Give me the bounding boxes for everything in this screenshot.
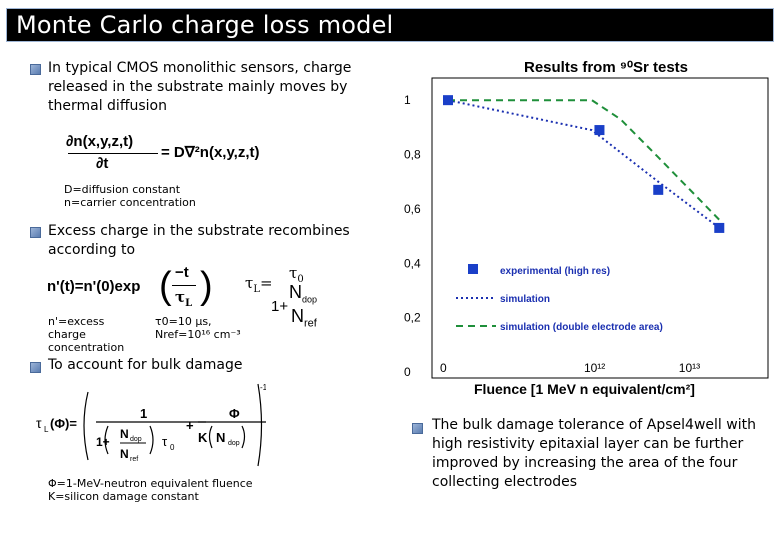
y-tick-label: 0 bbox=[404, 365, 411, 379]
svg-text:N: N bbox=[120, 427, 129, 441]
data-point-marker bbox=[443, 95, 453, 106]
svg-text:(Φ)=: (Φ)= bbox=[50, 416, 77, 431]
svg-text:dop: dop bbox=[130, 436, 142, 443]
y-tick-label: 0,2 bbox=[404, 311, 421, 325]
constants-definition: τ0=10 μs, Nref=10¹⁶ cm⁻³ bbox=[155, 315, 241, 341]
title-bar bbox=[6, 8, 774, 42]
y-tick-label: 0,6 bbox=[404, 202, 421, 216]
data-point-marker bbox=[653, 184, 664, 195]
data-point-marker bbox=[714, 222, 725, 233]
chart-title: Results from ⁹⁰Sr tests bbox=[524, 59, 688, 76]
diffusion-equation: ∂n(x,y,z,t) ∂t = D∇²n(x,y,z,t) bbox=[66, 133, 260, 172]
y-tick-label: 0,4 bbox=[404, 256, 421, 270]
bullet-recombination-text: Excess charge in the substrate recombine… bbox=[48, 223, 350, 258]
svg-text:+: + bbox=[186, 418, 194, 433]
bullet-square-icon bbox=[30, 64, 41, 75]
svg-text:L: L bbox=[44, 425, 49, 434]
y-tick-label: 1 bbox=[404, 93, 411, 107]
bullet-bulk-damage-text: To account for bulk damage bbox=[48, 357, 243, 373]
recombination-equation: n'(t)=n'(0)exp ( −t τL ) bbox=[47, 264, 213, 309]
svg-text:ref: ref bbox=[130, 456, 138, 463]
x-tick-label: 10¹³ bbox=[679, 361, 700, 375]
diffusion-definitions: D=diffusion constant n=carrier concentra… bbox=[64, 183, 196, 209]
y-tick-label: 0,8 bbox=[404, 148, 421, 162]
x-axis-label: Fluence [1 MeV n equivalent/cm²] bbox=[474, 381, 695, 397]
legend-label: simulation (double electrode area) bbox=[500, 322, 663, 333]
x-tick-label: 10¹² bbox=[584, 361, 605, 375]
bullet-diffusion-text: In typical CMOS monolithic sensors, char… bbox=[48, 60, 352, 114]
svg-text:Φ: Φ bbox=[229, 406, 240, 421]
x-tick-label: 0 bbox=[440, 361, 447, 375]
svg-text:τ: τ bbox=[36, 415, 42, 431]
svg-text:K: K bbox=[198, 430, 208, 445]
bullet-apsel4well-text: The bulk damage tolerance of Apsel4well … bbox=[432, 417, 756, 490]
data-point-marker bbox=[594, 125, 605, 136]
svg-text:N: N bbox=[216, 430, 225, 445]
bullet-square-icon bbox=[30, 362, 41, 373]
bullet-square-icon bbox=[30, 227, 41, 238]
svg-text:N: N bbox=[120, 447, 129, 461]
bullet-square-icon bbox=[412, 423, 423, 434]
legend-label: simulation bbox=[500, 294, 550, 305]
legend-label: experimental (high res) bbox=[500, 266, 610, 277]
svg-text:-1: -1 bbox=[260, 383, 266, 392]
bulk-damage-equation: τ L (Φ)= 1 1+ N dop N ref τ 0 + Φ K N do… bbox=[36, 380, 268, 470]
slide-title: Monte Carlo charge loss model bbox=[16, 11, 394, 39]
bulk-damage-definitions: Φ=1-MeV-neutron equivalent fluence K=sil… bbox=[48, 477, 253, 503]
svg-text:1+: 1+ bbox=[96, 435, 110, 449]
svg-text:τ: τ bbox=[162, 434, 168, 449]
tauL-equation: τL= τ0 1+ Ndop Nref bbox=[245, 264, 318, 330]
sr-results-chart: Results from ⁹⁰Sr tests 0 0,2 0,4 0,6 0,8 1 0… bbox=[384, 48, 776, 398]
excess-charge-definition: n'=excess charge concentration bbox=[48, 315, 125, 354]
svg-text:dop: dop bbox=[228, 440, 240, 447]
svg-text:0: 0 bbox=[170, 443, 175, 452]
svg-text:1: 1 bbox=[140, 406, 147, 421]
legend-marker bbox=[468, 264, 478, 274]
